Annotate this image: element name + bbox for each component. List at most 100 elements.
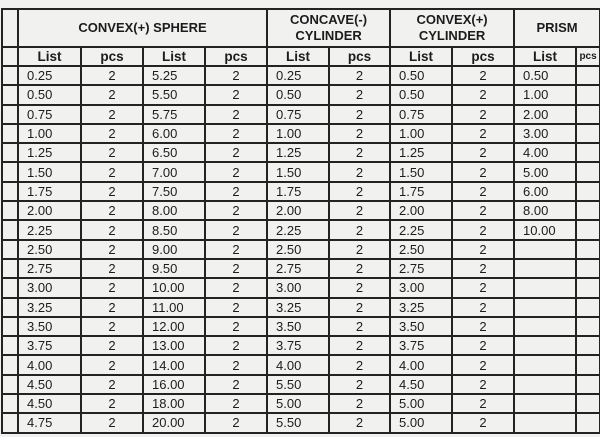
pcs-cell: 2: [203, 180, 269, 203]
pcs-cell: 2: [451, 257, 516, 280]
table-row: 2.00 2 8.00 2 2.00 2 2.00 2 8.00: [1, 200, 600, 222]
list-cell: 0.75: [17, 103, 82, 125]
column-header-list: List: [513, 46, 578, 67]
blank-cell: [1, 64, 19, 87]
pcs-cell: [575, 64, 600, 87]
list-cell: 1.25: [266, 142, 331, 164]
pcs-cell: 2: [328, 142, 392, 164]
pcs-cell: 2: [451, 315, 516, 338]
list-cell: 0.25: [266, 64, 331, 87]
table-row: 4.50 2 16.00 2 5.50 2 4.50 2: [1, 373, 600, 396]
table-row: 2.25 2 8.50 2 2.25 2 2.25 2 10.00: [1, 219, 600, 241]
column-header-pcs: pcs: [80, 46, 144, 67]
list-cell: 3.00: [513, 122, 578, 145]
list-cell: 1.00: [17, 122, 82, 145]
list-cell: [513, 335, 578, 357]
list-cell: [513, 257, 578, 280]
list-cell: 0.50: [266, 84, 331, 106]
list-cell: 13.00: [142, 335, 206, 357]
pcs-cell: 2: [80, 373, 144, 396]
list-cell: 4.75: [17, 412, 82, 434]
list-cell: 5.00: [513, 161, 578, 183]
list-cell: 2.75: [17, 257, 82, 280]
pcs-cell: 2: [203, 219, 269, 241]
pcs-cell: [575, 161, 600, 183]
pcs-cell: [575, 393, 600, 415]
list-cell: 12.00: [142, 315, 206, 338]
list-cell: 3.50: [17, 315, 82, 338]
pcs-cell: 2: [203, 200, 269, 222]
pcs-cell: 2: [328, 122, 392, 145]
pcs-cell: 2: [203, 238, 269, 260]
list-cell: 4.50: [389, 373, 454, 396]
pcs-cell: 2: [80, 103, 144, 125]
list-cell: 16.00: [142, 373, 206, 396]
list-cell: 1.00: [389, 122, 454, 145]
blank-cell: [1, 103, 19, 125]
column-header-list: List: [266, 46, 331, 67]
pcs-cell: 2: [80, 277, 144, 299]
list-cell: 18.00: [142, 393, 206, 415]
list-cell: 5.50: [266, 412, 331, 434]
list-cell: 4.00: [266, 354, 331, 376]
blank-header-cell: [1, 8, 19, 48]
pcs-cell: 2: [451, 142, 516, 164]
pcs-cell: 2: [328, 277, 392, 299]
list-cell: 2.50: [389, 238, 454, 260]
list-cell: 4.00: [389, 354, 454, 376]
list-cell: 8.00: [513, 200, 578, 222]
list-cell: 1.75: [389, 180, 454, 203]
column-header-pcs: pcs: [575, 46, 600, 67]
blank-cell: [1, 373, 19, 396]
list-cell: 8.00: [142, 200, 206, 222]
pcs-cell: 2: [451, 354, 516, 376]
pcs-cell: 2: [203, 257, 269, 280]
pcs-cell: [575, 219, 600, 241]
list-cell: 2.25: [389, 219, 454, 241]
pcs-cell: 2: [203, 412, 269, 434]
list-cell: 1.75: [266, 180, 331, 203]
list-cell: [513, 373, 578, 396]
pcs-cell: 2: [80, 161, 144, 183]
table-body: 0.25 2 5.25 2 0.25 2 0.50 2 0.50 0.50 2 5.50 2 0.50 2 0…: [1, 64, 600, 434]
blank-cell: [1, 142, 19, 164]
list-cell: 0.50: [513, 64, 578, 87]
pcs-cell: 2: [203, 296, 269, 318]
table-row: 4.00 2 14.00 2 4.00 2 4.00 2: [1, 354, 600, 376]
blank-cell: [1, 296, 19, 318]
table-row: 0.25 2 5.25 2 0.25 2 0.50 2 0.50: [1, 64, 600, 87]
pcs-cell: 2: [451, 219, 516, 241]
pcs-cell: 2: [80, 296, 144, 318]
list-cell: 5.50: [266, 373, 331, 396]
table-row: 2.50 2 9.00 2 2.50 2 2.50 2: [1, 238, 600, 260]
pcs-cell: 2: [328, 64, 392, 87]
list-cell: [513, 296, 578, 318]
pcs-cell: 2: [451, 200, 516, 222]
list-cell: 2.75: [389, 257, 454, 280]
list-cell: 6.00: [142, 122, 206, 145]
table-row: 3.25 2 11.00 2 3.25 2 3.25 2: [1, 296, 600, 318]
table-row: 1.00 2 6.00 2 1.00 2 1.00 2 3.00: [1, 122, 600, 145]
column-header-list: List: [17, 46, 82, 67]
list-cell: 2.25: [17, 219, 82, 241]
pcs-cell: 2: [80, 335, 144, 357]
list-cell: 7.50: [142, 180, 206, 203]
section-header-row: CONVEX(+) SPHERE CONCAVE(-) CYLINDER CON…: [1, 8, 600, 48]
list-cell: 8.50: [142, 219, 206, 241]
table-row: 3.75 2 13.00 2 3.75 2 3.75 2: [1, 335, 600, 357]
column-header-row: List pcs List pcs List pcs List pcs List pcs: [1, 46, 600, 67]
list-cell: 5.00: [266, 393, 331, 415]
pcs-cell: [575, 373, 600, 396]
pcs-cell: [575, 122, 600, 145]
list-cell: 20.00: [142, 412, 206, 434]
pcs-cell: [575, 354, 600, 376]
pcs-cell: [575, 315, 600, 338]
pcs-cell: 2: [328, 393, 392, 415]
list-cell: 2.75: [266, 257, 331, 280]
pcs-cell: 2: [451, 373, 516, 396]
list-cell: 0.75: [389, 103, 454, 125]
blank-cell: [1, 335, 19, 357]
blank-cell: [1, 122, 19, 145]
pcs-cell: [575, 84, 600, 106]
list-cell: [513, 315, 578, 338]
